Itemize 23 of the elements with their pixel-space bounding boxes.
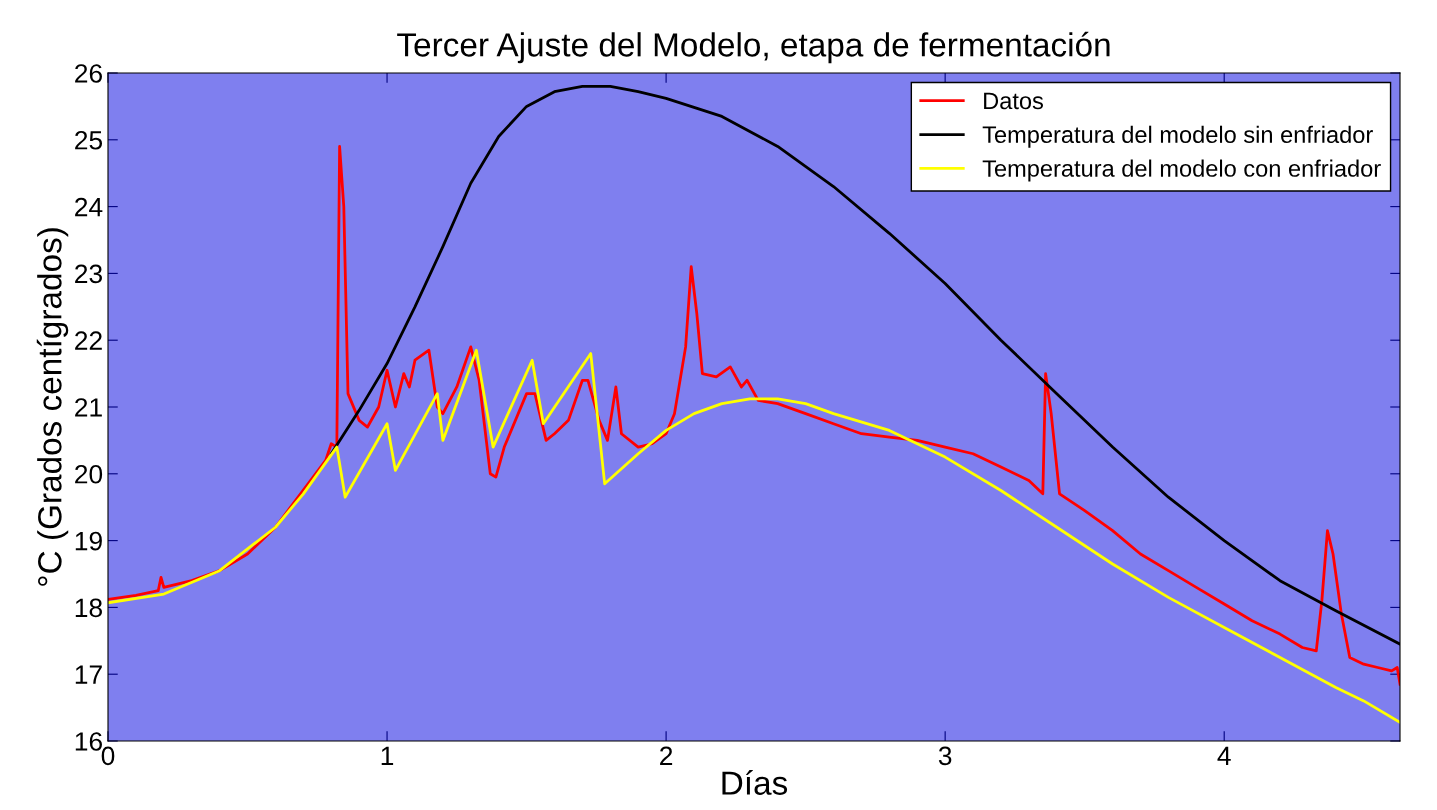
legend-label: Temperatura del modelo con enfriador xyxy=(982,159,1381,182)
x-tick-label: 3 xyxy=(938,746,952,766)
x-tick-label: 1 xyxy=(381,746,394,765)
y-tick-label: 26 xyxy=(75,64,102,83)
y-tick-label: 21 xyxy=(75,398,102,417)
y-tick-label: 16 xyxy=(75,732,102,751)
chart-title: Tercer Ajuste del Modelo, etapa de fermentación xyxy=(397,31,1110,64)
y-tick-label: 23 xyxy=(75,264,102,284)
x-tick-label: 2 xyxy=(660,746,673,765)
y-tick-label: 22 xyxy=(75,331,102,350)
x-tick-label: 0 xyxy=(101,746,115,766)
y-tick-label: 20 xyxy=(75,464,103,484)
y-tick-label: 18 xyxy=(75,598,102,618)
x-tick-label: 4 xyxy=(1217,746,1231,765)
line-series xyxy=(108,348,1400,724)
x-axis-title: Días xyxy=(722,770,788,795)
y-tick-label: 17 xyxy=(75,665,102,684)
y-tick-label: 24 xyxy=(75,197,103,217)
y-tick-label: 25 xyxy=(75,130,103,150)
y-tick-label: 19 xyxy=(75,531,102,551)
legend-label: Temperatura del modelo sin enfriador xyxy=(982,125,1373,148)
y-axis-title: °C (Grados centígrados) xyxy=(36,228,69,586)
legend-label: Datos xyxy=(984,92,1043,110)
